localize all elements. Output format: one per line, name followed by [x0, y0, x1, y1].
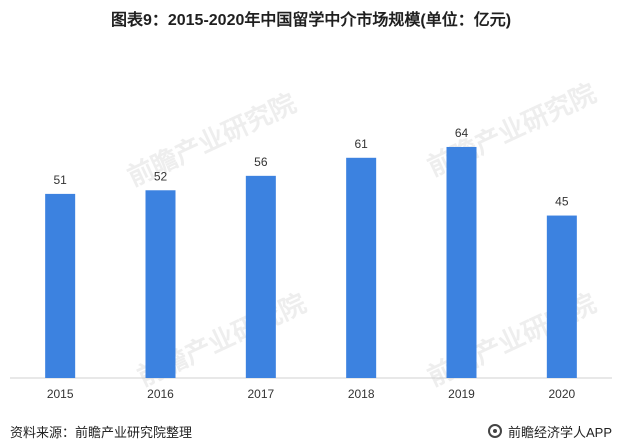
- x-tick-label-2019: 2019: [448, 387, 475, 401]
- chart-title: 图表9：2015-2020年中国留学中介市场规模(单位：亿元): [110, 12, 512, 29]
- data-label-2018: 61: [354, 137, 368, 151]
- data-label-2015: 51: [53, 173, 67, 187]
- bar-2018: [346, 157, 377, 378]
- data-label-2019: 64: [455, 126, 469, 140]
- bar-chart: 51 2015 52 2016 56 2017 61 2018 64 2019 45 2020: [10, 126, 612, 401]
- data-label-2020: 45: [555, 195, 569, 209]
- x-tick-label-2016: 2016: [147, 387, 174, 401]
- logo-icon: [487, 424, 502, 438]
- data-label-2017: 56: [254, 155, 268, 169]
- x-tick-label-2018: 2018: [348, 387, 375, 401]
- bar-2015: [45, 193, 76, 378]
- bar-2017: [245, 175, 276, 378]
- bar-2019: [446, 146, 477, 378]
- footer: 资料来源：前瞻产业研究院整理 前瞻经济学人APP: [10, 420, 612, 442]
- credit: 前瞻经济学人APP: [487, 422, 612, 441]
- credit-label: 前瞻经济学人APP: [507, 424, 612, 440]
- source-note: 资料来源：前瞻产业研究院整理: [10, 424, 193, 440]
- x-tick-label-2020: 2020: [548, 387, 575, 401]
- bar-2020: [546, 215, 577, 378]
- x-tick-label-2015: 2015: [47, 387, 74, 401]
- data-label-2016: 52: [154, 169, 168, 183]
- bar-2016: [145, 190, 176, 378]
- x-tick-label-2017: 2017: [247, 387, 274, 401]
